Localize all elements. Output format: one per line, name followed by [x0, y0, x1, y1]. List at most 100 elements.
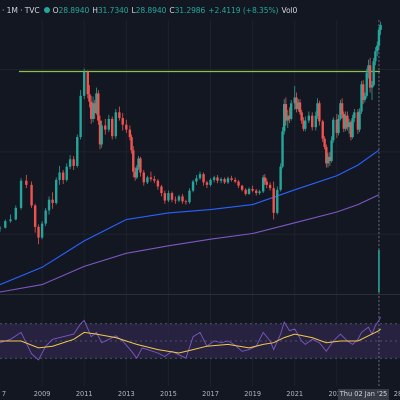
candle-body	[209, 179, 212, 185]
candle-body	[184, 201, 188, 203]
market-status-icon	[43, 7, 50, 13]
candle-body	[181, 196, 184, 202]
candle-body	[142, 172, 145, 183]
candle-body	[167, 193, 170, 201]
candle-body	[340, 103, 344, 114]
candle-body	[97, 93, 100, 121]
candle-body	[30, 184, 33, 206]
candle-body	[358, 111, 361, 130]
candle-body	[118, 112, 121, 119]
candle-body	[297, 102, 300, 110]
candle-body	[88, 94, 91, 102]
candle-body	[130, 137, 133, 151]
candle-body	[68, 159, 72, 167]
candle-body	[133, 171, 137, 178]
candle-body	[295, 97, 298, 110]
x-axis-tick-label: 2017	[202, 390, 219, 398]
x-axis-tick-label: 2011	[75, 390, 93, 398]
candle-body	[65, 166, 68, 180]
candle-body	[25, 180, 28, 185]
ma-slow-line	[0, 194, 380, 293]
candle-body	[311, 115, 314, 128]
close-value: 31.2986	[174, 5, 206, 15]
candle-body	[346, 115, 349, 128]
candle-body	[368, 65, 372, 88]
volume-value: 0	[292, 5, 298, 15]
candle-body	[93, 103, 96, 114]
x-axis-tick-label: 2009	[33, 390, 51, 398]
x-axis-tick-label: 2013	[117, 390, 135, 398]
x-axis-tick-label: 2023	[328, 390, 346, 398]
x-axis-tick-label: 2021	[286, 390, 304, 398]
candle-body	[58, 172, 61, 180]
candle-body	[33, 205, 37, 227]
candle-body	[240, 185, 244, 190]
candle-body	[156, 180, 160, 187]
candle-body	[265, 181, 268, 185]
candle-body	[89, 101, 93, 119]
candle-body	[216, 177, 219, 181]
candle-body	[283, 104, 286, 132]
volume-bar	[378, 250, 380, 292]
candle-body	[326, 156, 330, 164]
candle-body	[251, 188, 254, 191]
candle-body	[323, 138, 326, 147]
candle-body	[114, 112, 117, 137]
candle-body	[153, 179, 156, 181]
candle-body	[121, 118, 124, 125]
candle-body	[226, 178, 230, 183]
candle-body	[79, 95, 82, 138]
low-value: 28.8940	[135, 5, 167, 15]
candle-body	[337, 118, 340, 133]
candle-body	[98, 120, 102, 145]
candle-body	[202, 174, 205, 183]
candle-body	[288, 115, 291, 119]
candle-body	[370, 85, 374, 88]
candle-body	[91, 103, 95, 119]
candle-body	[137, 158, 140, 168]
candle-body	[307, 115, 311, 121]
candle-body	[304, 120, 307, 129]
candle-body	[363, 95, 367, 100]
candle-body	[135, 167, 139, 178]
candle-body	[302, 120, 305, 129]
candle-body	[279, 166, 282, 190]
candle-body	[356, 112, 360, 130]
candle-body	[261, 177, 265, 192]
candle-body	[353, 112, 356, 119]
candle-body	[361, 84, 365, 100]
candle-body	[195, 178, 198, 182]
x-axis-tick-label: 28	[393, 390, 400, 398]
low-label: L	[131, 5, 136, 15]
candle-body	[170, 193, 174, 200]
candle-body	[300, 112, 303, 121]
candle-body	[40, 223, 44, 238]
candle-body	[188, 190, 191, 203]
candle-body	[205, 182, 209, 185]
candle-body	[339, 103, 342, 119]
candle-body	[163, 193, 167, 201]
volume-label: Vol	[281, 5, 293, 15]
candle-body	[258, 191, 261, 194]
candle-body	[374, 51, 377, 62]
candle-body	[95, 93, 98, 114]
candle-body	[349, 122, 353, 138]
candle-body	[128, 129, 132, 138]
ohlc-legend: · 1M · TVC O 28.8940 H 31.7340 L 28.8940…	[0, 1, 297, 19]
candle-body	[268, 184, 272, 189]
symbol-label[interactable]: · 1M · TVC	[2, 5, 40, 15]
x-axis-tick-label: 2015	[160, 390, 177, 398]
candle-body	[132, 150, 135, 172]
candle-body	[247, 188, 251, 194]
candle-body	[379, 24, 382, 30]
candle-body	[9, 219, 12, 222]
candle-body	[76, 137, 79, 166]
close-label: C	[169, 5, 175, 15]
candle-body	[160, 186, 163, 194]
candle-body	[223, 179, 226, 183]
candle-body	[360, 84, 363, 112]
candle-body	[376, 45, 379, 52]
candle-body	[314, 115, 317, 128]
candle-body	[83, 71, 86, 96]
